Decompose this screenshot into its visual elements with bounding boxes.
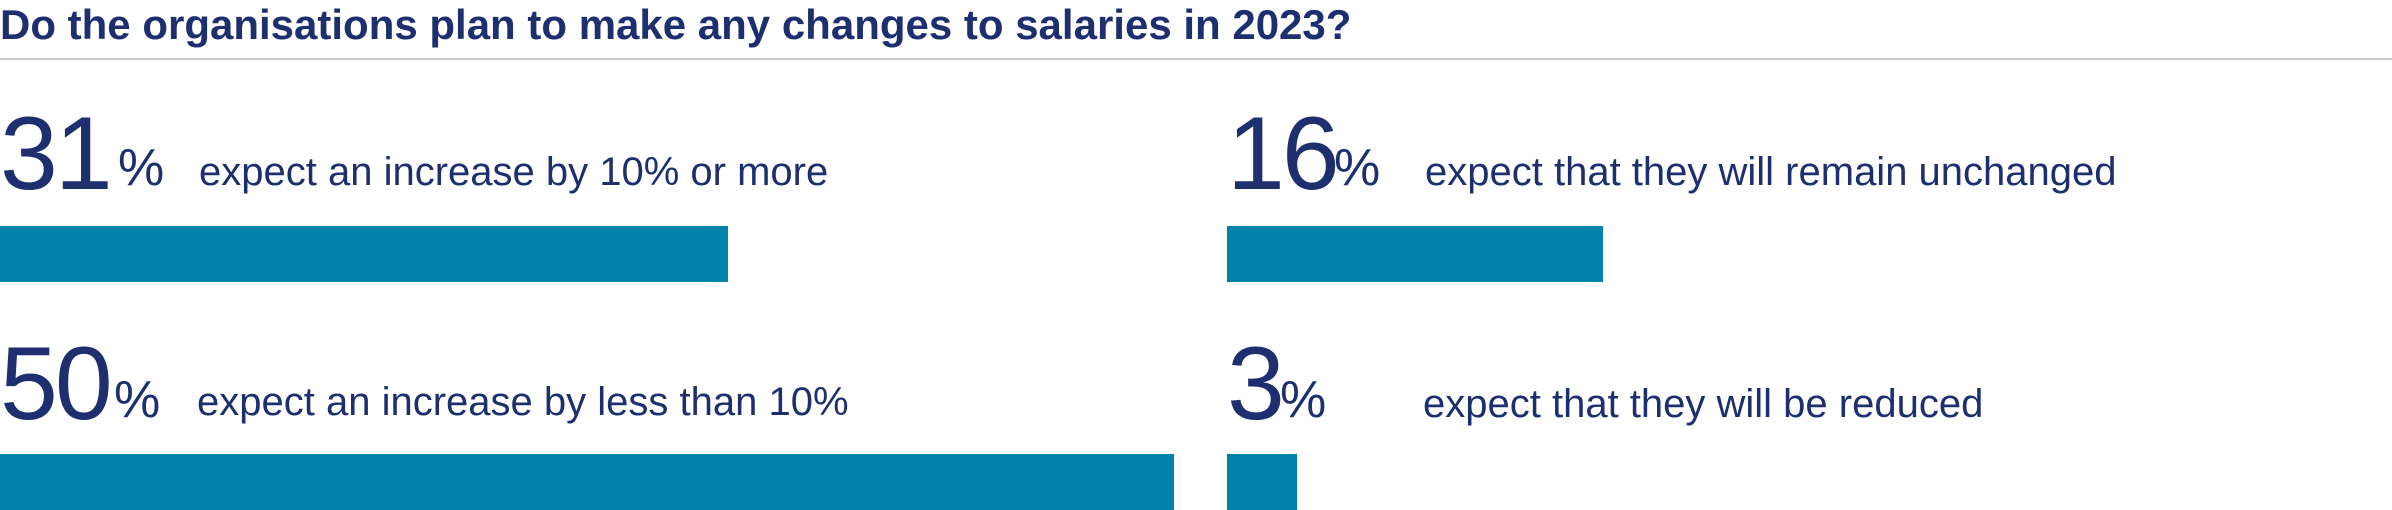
stat-value: 3 xyxy=(1227,326,1285,442)
stat-value: 50 xyxy=(0,326,113,442)
stat-value: 31 xyxy=(0,96,113,212)
stat-item-increase-less-than-10: 50 % expect an increase by less than 10% xyxy=(0,322,1180,510)
percent-sign: % xyxy=(114,371,161,429)
stat-value: 16 xyxy=(1227,96,1340,212)
bar-reduced xyxy=(1227,454,1297,510)
stat-item-remain-unchanged: 16 % expect that they will remain unchan… xyxy=(1227,92,2387,282)
bar-remain-unchanged xyxy=(1227,226,1603,282)
bar-increase-10-or-more xyxy=(0,226,728,282)
stat-label: expect an increase by less than 10% xyxy=(197,380,849,424)
stat-item-increase-10-or-more: 31 % expect an increase by 10% or more xyxy=(0,92,1180,282)
stat-item-reduced: 3 % expect that they will be reduced xyxy=(1227,322,2387,510)
percent-sign: % xyxy=(1280,371,1327,429)
title-divider xyxy=(0,58,2392,60)
chart-title: Do the organisations plan to make any ch… xyxy=(0,1,1352,48)
stat-label: expect an increase by 10% or more xyxy=(199,150,829,194)
percent-sign: % xyxy=(1334,139,1381,197)
percent-sign: % xyxy=(118,139,165,197)
stat-label: expect that they will be reduced xyxy=(1423,382,1984,426)
stat-label: expect that they will remain unchanged xyxy=(1425,150,2117,194)
bar-increase-less-than-10 xyxy=(0,454,1174,510)
